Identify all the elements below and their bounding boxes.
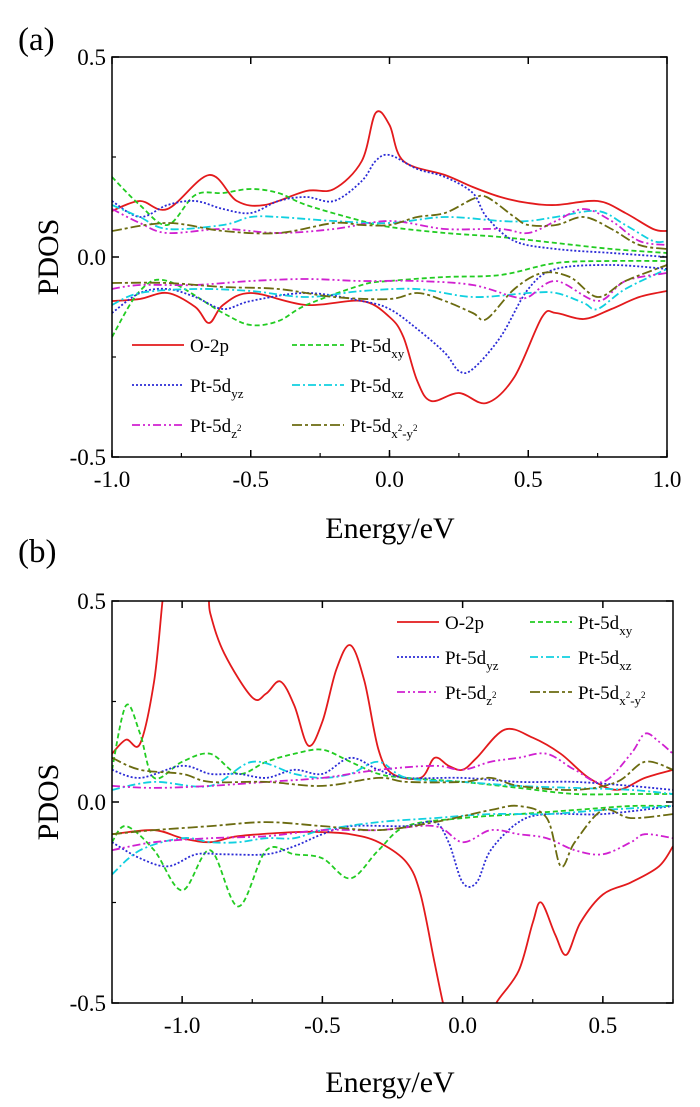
panel-b: (b) -1.0 -0.5 0.0 0.5 -0.5 0.0 0.5 Energy/eV PDOS… <box>18 534 674 1099</box>
legend-label: Pt-5dxz <box>578 648 632 673</box>
y-tick-label: 0.5 <box>77 45 106 70</box>
y-tick-label: 0.0 <box>77 790 106 815</box>
series-line-Pt-5dxz-down <box>112 805 673 876</box>
y-tick-label: -0.5 <box>70 445 106 470</box>
plot-frame <box>111 56 668 458</box>
y-axis-label: PDOS <box>32 219 65 296</box>
x-axis-label: Energy/eV <box>325 1066 455 1099</box>
series-line-O-2p-up <box>112 601 673 791</box>
x-tick-label: -0.5 <box>304 1013 340 1038</box>
series-line-Pt-5dxy-down <box>112 259 667 338</box>
series-line-O-2p-down <box>112 290 667 405</box>
series-line-Pt-5dyz-down <box>112 805 673 888</box>
legend: O-2p Pt-5dxy Pt-5dyz Pt-5dxz Pt-5dz2 Pt-5dx2-… <box>397 613 646 708</box>
x-tick-label: -1.0 <box>164 1013 200 1038</box>
legend: O-2p Pt-5dxy Pt-5dyz Pt-5dxz Pt-5dz2 Pt-5dx2-… <box>132 336 418 441</box>
series-line-Pt-5dz2-up <box>112 732 673 789</box>
series-line-Pt-5dz2-up <box>112 208 667 246</box>
y-tick-label: 0.0 <box>77 245 106 270</box>
legend-label: Pt-5dyz <box>445 648 499 673</box>
series-line-Pt-5dyz-up <box>112 756 673 791</box>
series-line-Pt-5dxy-up <box>112 703 673 796</box>
legend-label: O-2p <box>190 336 229 357</box>
y-tick-label: -0.5 <box>70 991 106 1016</box>
series-line-O-2p-down <box>112 829 673 1003</box>
series-line-Pt-5dxz-down <box>112 268 667 311</box>
x-tick-label: -1.0 <box>94 467 130 492</box>
legend-label: Pt-5dx2-y2 <box>350 416 418 441</box>
legend-label: O-2p <box>445 613 484 634</box>
series-line-Pt-5dxz-up <box>112 204 667 244</box>
series-line-Pt-5dxy-up <box>112 176 667 254</box>
series-line-Pt-5dx2-y2-down <box>112 804 673 868</box>
y-axis-label: PDOS <box>32 764 65 841</box>
series-curves <box>112 110 667 405</box>
x-tick-label: 0.0 <box>375 467 404 492</box>
series-line-O-2p-up <box>112 110 667 232</box>
series-curves <box>112 601 673 1003</box>
series-line-Pt-5dyz-down <box>112 264 667 375</box>
series-line-Pt-5dxz-up <box>112 760 673 795</box>
series-line-Pt-5dz2-down <box>112 824 673 856</box>
legend-label: Pt-5dxy <box>350 336 405 361</box>
x-tick-label: 1.0 <box>653 467 682 492</box>
x-tick-label: 0.5 <box>589 1013 618 1038</box>
y-tick-label: 0.5 <box>77 589 106 614</box>
series-line-Pt-5dxy-down <box>112 804 673 908</box>
legend-label: Pt-5dyz <box>190 376 244 401</box>
legend-label: Pt-5dz2 <box>190 416 241 441</box>
x-axis-label: Energy/eV <box>325 512 455 545</box>
legend-label: Pt-5dx2-y2 <box>578 683 646 708</box>
panel-label: (b) <box>18 534 56 570</box>
series-line-Pt-5dx2-y2-up <box>112 756 673 791</box>
panel-a: (a)-1.0 -0.5 0.0 0.5 1.0-0.50.00.5Energy/eVP… <box>18 22 681 545</box>
x-tick-label: -0.5 <box>233 467 269 492</box>
series-line-Pt-5dyz-up <box>112 153 667 258</box>
legend-label: Pt-5dxz <box>350 376 404 401</box>
panel-label: (a) <box>18 22 55 58</box>
x-tick-label: 0.0 <box>448 1013 477 1038</box>
series-line-Pt-5dz2-down <box>112 272 667 302</box>
series-line-Pt-5dx2-y2-down <box>112 264 667 322</box>
x-tick-label: 0.5 <box>514 467 543 492</box>
legend-label: Pt-5dz2 <box>445 683 496 708</box>
legend-label: Pt-5dxy <box>578 613 633 638</box>
